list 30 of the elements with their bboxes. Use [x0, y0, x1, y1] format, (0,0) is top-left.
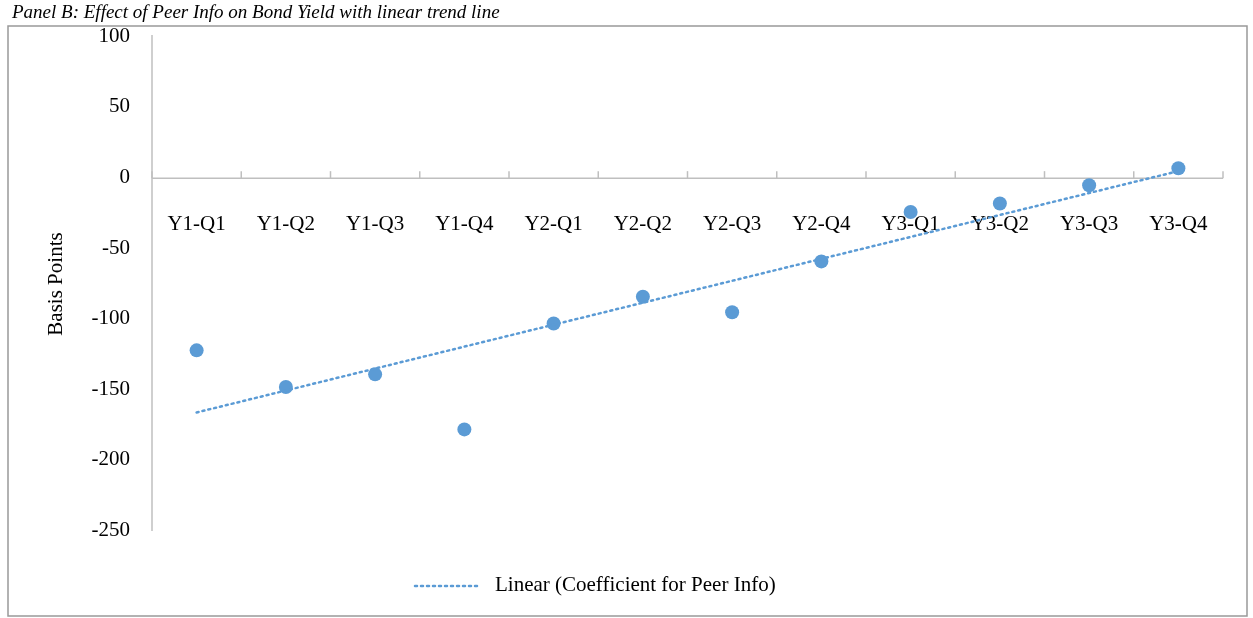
point — [457, 422, 472, 437]
chart-title: Panel B: Effect of Peer Info on Bond Yield with linear trend line — [11, 0, 500, 22]
y-tick-label: 100 — [98, 22, 130, 47]
x-tick-label: Y3-Q2 — [970, 211, 1030, 236]
y-tick-label: -250 — [91, 516, 130, 541]
x-tick-label: Y1-Q4 — [435, 211, 495, 236]
point — [1082, 178, 1097, 193]
y-tick-label: -100 — [91, 305, 130, 330]
point — [725, 305, 740, 320]
y-tick-label: -50 — [102, 234, 130, 259]
legend-label: Linear (Coefficient for Peer Info) — [495, 571, 776, 596]
point — [992, 196, 1007, 211]
x-tick-label: Y3-Q3 — [1059, 211, 1119, 236]
x-tick-label: Y3-Q1 — [881, 211, 940, 236]
x-tick-label: Y1-Q3 — [345, 211, 405, 236]
x-tick-label: Y2-Q4 — [792, 211, 852, 236]
x-tick-label: Y1-Q1 — [167, 211, 226, 236]
x-tick-label: Y2-Q3 — [702, 211, 762, 236]
point — [368, 367, 383, 382]
x-tick-label: Y1-Q2 — [256, 211, 316, 236]
point — [635, 289, 650, 304]
point — [189, 343, 204, 358]
y-axis-title: Basis Points — [43, 232, 67, 336]
y-tick-label: 50 — [109, 93, 130, 118]
x-tick-label: Y2-Q2 — [613, 211, 673, 236]
x-tick-label: Y2-Q1 — [524, 211, 583, 236]
y-tick-label: 0 — [119, 163, 130, 188]
y-tick-label: -200 — [91, 446, 130, 471]
x-tick-label: Y3-Q4 — [1149, 211, 1209, 236]
y-tick-label: -150 — [91, 375, 130, 400]
